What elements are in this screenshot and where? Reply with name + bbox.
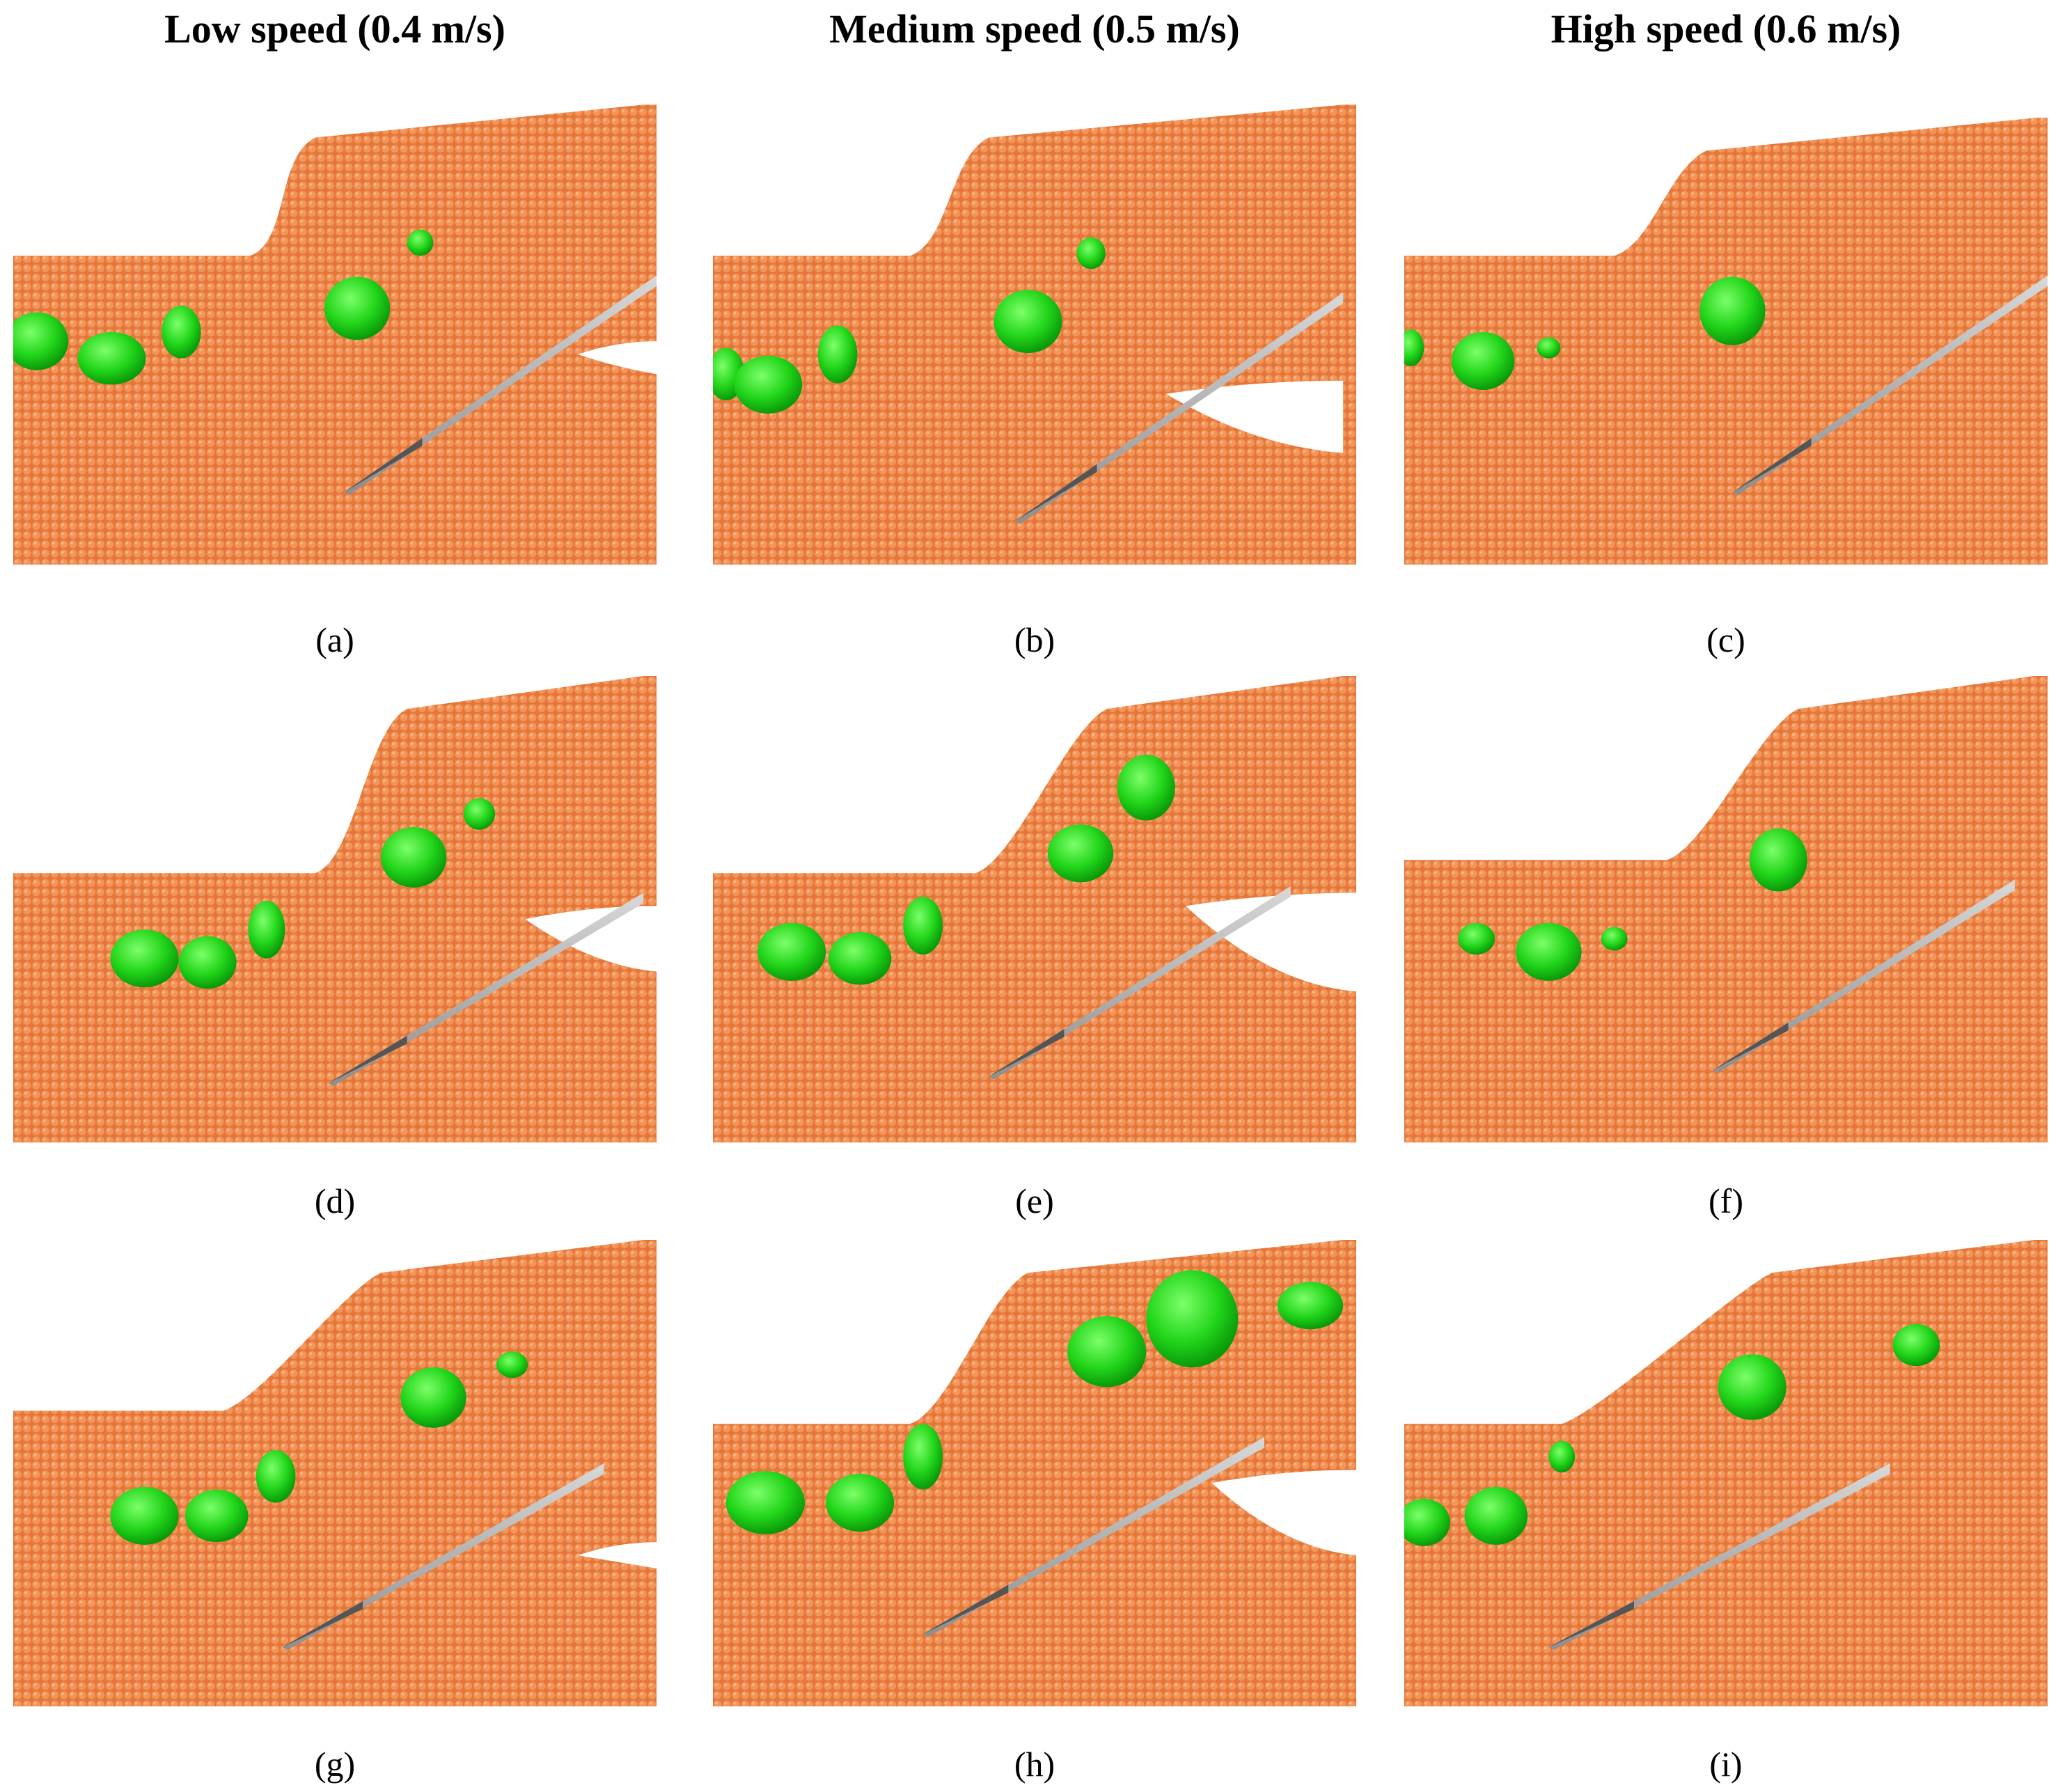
panel-label: (h) [1014,1745,1055,1784]
tuber [1047,824,1114,883]
tuber [110,929,179,988]
tuber [407,229,434,256]
column-header: Low speed (0.4 m/s) [164,6,505,52]
tuber [1718,1354,1786,1420]
tuber [496,1351,528,1378]
void [577,341,657,375]
blade-edge [1713,1022,1789,1071]
tuber [1277,1282,1344,1330]
void [1165,380,1344,453]
tuber [185,1489,249,1543]
simulation-panel [1404,676,2048,1142]
panel-label: (f) [1709,1181,1743,1220]
tuber [1548,1440,1576,1473]
blade-edge [344,438,423,493]
tuber [1404,329,1424,367]
tuber [903,1424,943,1490]
tuber [1699,276,1766,345]
simulation-panel [1404,118,2048,565]
simulation-panel [13,676,657,1142]
tuber [256,1449,296,1503]
simulation-panel [13,1240,657,1706]
column-header: Medium speed (0.5 m/s) [829,6,1240,52]
soil [13,676,657,1142]
simulation-panel [13,104,657,565]
tuber [324,276,391,340]
simulation-panel [1404,1240,2048,1706]
tuber [757,922,826,981]
panel-label: (c) [1706,620,1745,659]
shovel-blade [1014,292,1344,524]
tuber [77,331,146,385]
panel-label: (e) [1015,1181,1054,1220]
panel-label: (g) [314,1745,356,1784]
soil [13,104,657,565]
tuber [828,932,892,985]
panel-label: (d) [314,1181,356,1220]
panel-label: (a) [315,620,354,659]
void [525,906,657,972]
tuber [1601,927,1628,951]
tuber [463,798,496,830]
tuber [178,936,237,989]
tuber [248,900,285,959]
panel-label: (b) [1014,620,1055,659]
tuber [1404,1498,1450,1546]
soil [713,676,1356,1142]
tuber [1464,1486,1528,1545]
tuber [1749,828,1807,892]
tuber [1067,1316,1147,1388]
void [1211,1470,1356,1555]
blade-edge [1548,1601,1634,1648]
tuber [993,290,1062,354]
simulation-panel [713,104,1356,565]
tuber [826,1473,895,1532]
tuber [1892,1323,1940,1367]
panel-label: (i) [1709,1745,1743,1784]
soil [1404,1240,2048,1706]
tuber [400,1367,466,1428]
tuber [1146,1270,1239,1368]
void [1185,893,1356,991]
soil [1404,676,2048,1142]
tuber [1451,331,1515,390]
simulation-panel [713,1240,1356,1706]
tuber [903,897,943,955]
shovel-blade [922,1437,1264,1637]
blade-edge [989,1029,1065,1077]
tuber [1537,337,1561,359]
blade-edge [328,1035,407,1084]
tuber [1117,755,1175,821]
tuber [1516,922,1582,981]
tuber [1458,922,1495,955]
tuber [162,306,201,359]
tuber [734,355,803,414]
tuber [1076,237,1106,269]
tuber [817,325,858,384]
void [577,1542,657,1569]
soil [713,1240,1356,1706]
simulation-panel [713,676,1356,1142]
column-header: High speed (0.6 m/s) [1550,6,1901,52]
tuber [725,1471,805,1534]
tuber [13,312,69,370]
tuber [110,1486,179,1545]
soil [13,1240,657,1706]
tuber [381,827,447,888]
